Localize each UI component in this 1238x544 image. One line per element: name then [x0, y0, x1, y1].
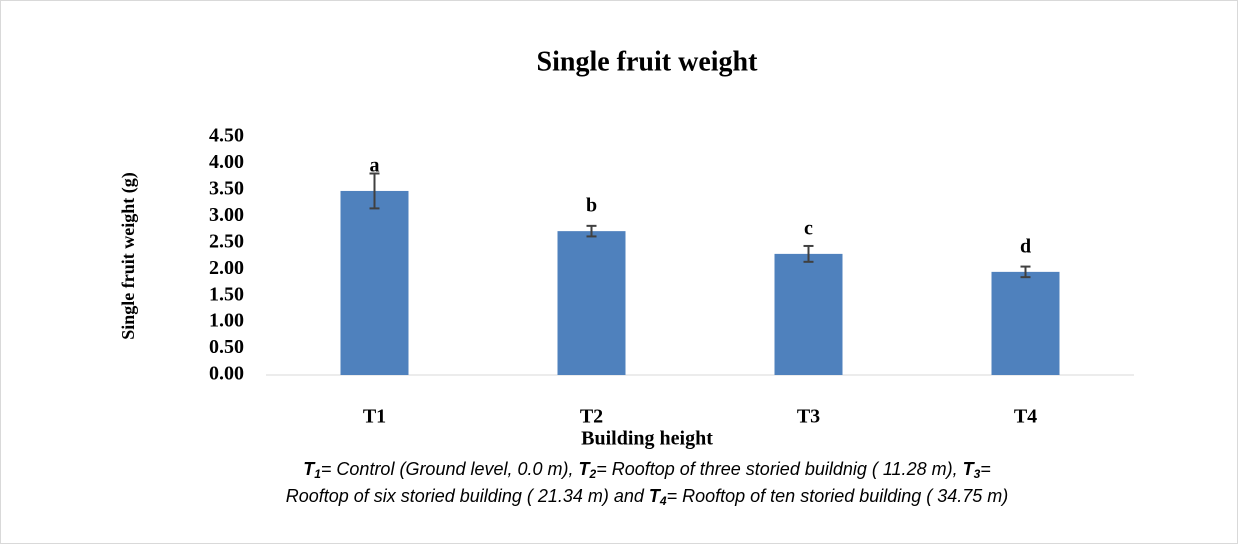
- y-axis-label: Single fruit weight (g): [118, 172, 139, 339]
- significance-letter: c: [804, 217, 813, 239]
- bar: [340, 190, 409, 375]
- x-tick-label: T4: [1014, 406, 1037, 428]
- y-tick-label: 4.00: [209, 151, 244, 173]
- footnote-text: = Control (Ground level, 0.0 m),: [321, 459, 579, 479]
- y-tick-label: 0.50: [209, 336, 244, 358]
- y-tick-label: 0.00: [209, 363, 244, 385]
- significance-letter: d: [1020, 235, 1031, 257]
- y-tick-label: 2.50: [209, 230, 244, 252]
- footnote-symbol: T: [649, 486, 662, 506]
- bar: [774, 253, 843, 375]
- significance-letter: b: [586, 195, 597, 217]
- bar: [991, 271, 1060, 375]
- footnote-subscript: 4: [659, 494, 667, 508]
- y-tick-label: 2.00: [209, 257, 244, 279]
- significance-letter: a: [370, 155, 380, 177]
- error-bar: [369, 172, 380, 210]
- footnote-subscript: 3: [974, 467, 981, 481]
- footnote-symbol: T: [963, 459, 976, 479]
- y-tick-label: 1.50: [209, 283, 244, 305]
- x-tick-label: T1: [363, 406, 386, 428]
- footnote-text: =: [980, 459, 991, 479]
- footnote-text: = Rooftop of ten storied building ( 34.7…: [667, 486, 1009, 506]
- y-tick-label: 4.50: [209, 125, 244, 147]
- footnote: T1= Control (Ground level, 0.0 m), T2= R…: [303, 459, 991, 481]
- y-tick-label: 1.00: [209, 310, 244, 332]
- y-tick-label: 3.00: [209, 204, 244, 226]
- footnote-symbol: T: [303, 459, 316, 479]
- footnote-text: Rooftop of six storied building ( 21.34 …: [286, 486, 649, 506]
- footnote-symbol: T: [579, 459, 592, 479]
- footnote-subscript: 1: [314, 467, 321, 481]
- x-tick-label: T2: [580, 406, 603, 428]
- error-bar: [803, 244, 814, 263]
- footnote-subscript: 2: [589, 467, 597, 481]
- footnote: Rooftop of six storied building ( 21.34 …: [286, 486, 1009, 508]
- error-bar: [586, 224, 597, 238]
- y-tick-label: 3.50: [209, 177, 244, 199]
- x-tick-label: T3: [797, 406, 820, 428]
- x-axis-label: Building height: [581, 428, 713, 450]
- chart-title: Single fruit weight: [537, 46, 759, 77]
- footnote-text: = Rooftop of three storied buildnig ( 11…: [596, 459, 962, 479]
- bar: [557, 231, 626, 375]
- error-bar: [1020, 265, 1031, 279]
